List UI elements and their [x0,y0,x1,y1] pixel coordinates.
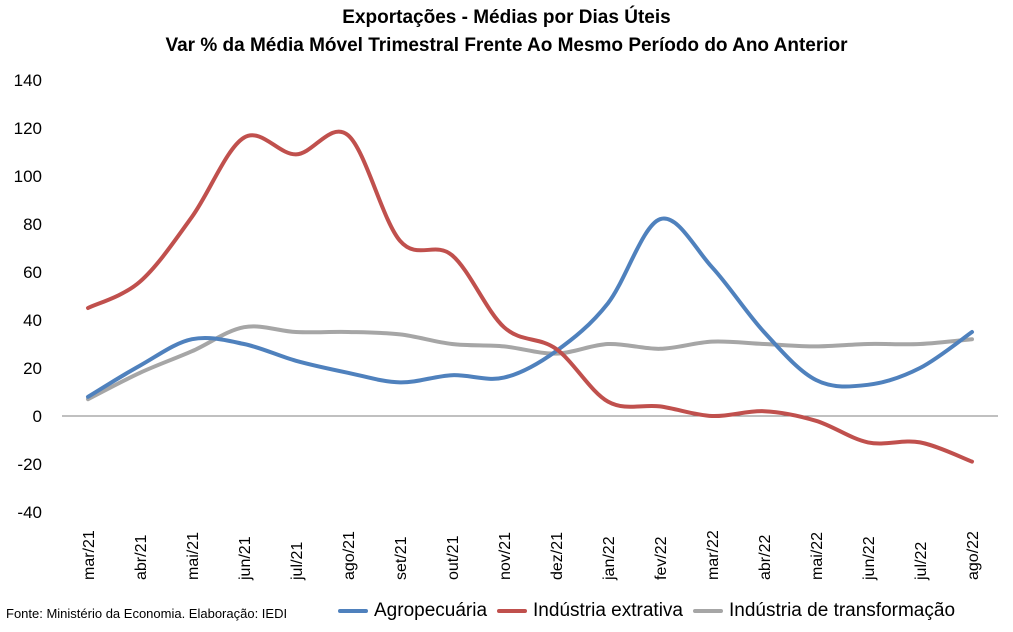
y-tick-label: 40 [23,311,42,330]
data-point-industria-extrativa [190,215,194,219]
data-point-industria-extrativa [866,440,870,444]
y-tick-label: 100 [14,167,42,186]
data-point-industria-extrativa [86,306,90,310]
source-note: Fonte: Ministério da Economia. Elaboraçã… [6,606,288,621]
legend: Agropecuária Indústria extrativa Indústr… [338,600,965,622]
x-tick-label: jan/22 [601,536,618,581]
x-tick-label: mar/21 [81,530,98,580]
data-point-industria-extrativa [450,253,454,257]
x-tick-label: mai/21 [185,532,202,580]
data-point-industria-extrativa [346,133,350,137]
data-point-industria-extrativa [606,400,610,404]
y-tick-label: -20 [17,455,42,474]
series-line-industria-transformacao [86,324,974,402]
x-tick-label: out/21 [445,535,462,580]
legend-swatch-industria-extrativa [497,609,528,613]
data-point-agropecuaria [294,359,298,363]
data-point-industria-extrativa [138,280,142,284]
data-point-industria-transformacao [398,332,402,336]
data-point-industria-transformacao [814,344,818,348]
y-tick-label: 60 [23,263,42,282]
data-point-agropecuaria [606,301,610,305]
data-point-agropecuaria [918,366,922,370]
data-point-industria-transformacao [866,342,870,346]
legend-swatch-industria-transformacao [693,609,723,613]
data-point-agropecuaria [242,342,246,346]
legend-label-industria-transformacao: Indústria de transformação [729,600,956,621]
data-point-agropecuaria [86,395,90,399]
legend-label-agropecuaria: Agropecuária [374,600,488,621]
x-tick-label: abr/22 [757,535,774,580]
data-point-industria-transformacao [710,340,714,344]
data-point-agropecuaria [398,380,402,384]
data-point-agropecuaria [658,217,662,221]
x-tick-label: jul/22 [913,542,930,581]
data-point-agropecuaria [450,373,454,377]
y-tick-label: 0 [33,407,42,426]
legend-item-agropecuaria: Agropecuária [338,600,487,622]
legend-swatch-agropecuaria [338,609,368,613]
data-point-industria-transformacao [242,325,246,329]
x-tick-label: jun/22 [861,536,878,581]
data-point-industria-transformacao [346,330,350,334]
data-point-industria-extrativa [918,440,922,444]
x-tick-label: dez/21 [549,532,566,580]
series-line-industria-extrativa [86,129,974,464]
x-tick-label: jul/21 [289,542,306,581]
data-point-agropecuaria [970,330,974,334]
data-point-industria-extrativa [762,409,766,413]
data-point-industria-extrativa [658,404,662,408]
legend-item-industria-transformacao: Indústria de transformação [693,600,955,622]
data-point-industria-extrativa [970,460,974,464]
data-point-industria-transformacao [606,342,610,346]
data-point-industria-transformacao [762,342,766,346]
data-point-agropecuaria [814,378,818,382]
x-tick-label: jun/21 [237,536,254,581]
y-tick-label: 20 [23,359,42,378]
data-point-industria-extrativa [294,152,298,156]
data-point-industria-transformacao [918,342,922,346]
data-point-industria-transformacao [138,371,142,375]
data-point-industria-transformacao [450,342,454,346]
chart-subtitle: Var % da Média Móvel Trimestral Frente A… [165,35,848,56]
data-point-agropecuaria [346,371,350,375]
data-point-agropecuaria [710,265,714,269]
y-tick-label: 120 [14,119,42,138]
x-tick-label: mai/22 [809,532,826,580]
data-point-agropecuaria [190,337,194,341]
data-point-industria-extrativa [502,325,506,329]
x-tick-label: ago/21 [341,531,358,580]
chart-title: Exportações - Médias por Dias Úteis [342,7,671,28]
x-tick-label: abr/21 [133,535,150,580]
data-point-agropecuaria [138,364,142,368]
legend-item-industria-extrativa: Indústria extrativa [497,600,683,622]
data-point-agropecuaria [502,376,506,380]
legend-label-industria-extrativa: Indústria extrativa [533,600,683,621]
y-tick-label: -40 [17,503,42,522]
data-point-agropecuaria [762,330,766,334]
data-point-industria-extrativa [554,347,558,351]
data-point-industria-transformacao [190,349,194,353]
data-point-industria-extrativa [398,239,402,243]
data-point-industria-transformacao [970,337,974,341]
data-point-industria-transformacao [502,344,506,348]
x-tick-label: nov/21 [497,532,514,580]
data-point-industria-extrativa [814,419,818,423]
y-tick-label: 140 [14,71,42,90]
x-tick-label: set/21 [393,536,410,580]
series-line-agropecuaria [86,216,974,399]
y-tick-label: 80 [23,215,42,234]
x-tick-label: fev/22 [653,536,670,580]
data-point-industria-transformacao [294,330,298,334]
data-point-industria-transformacao [658,347,662,351]
x-tick-label: ago/22 [965,531,982,580]
data-point-industria-extrativa [710,414,714,418]
data-point-industria-extrativa [242,136,246,140]
x-tick-label: mar/22 [705,530,722,580]
data-point-agropecuaria [866,383,870,387]
